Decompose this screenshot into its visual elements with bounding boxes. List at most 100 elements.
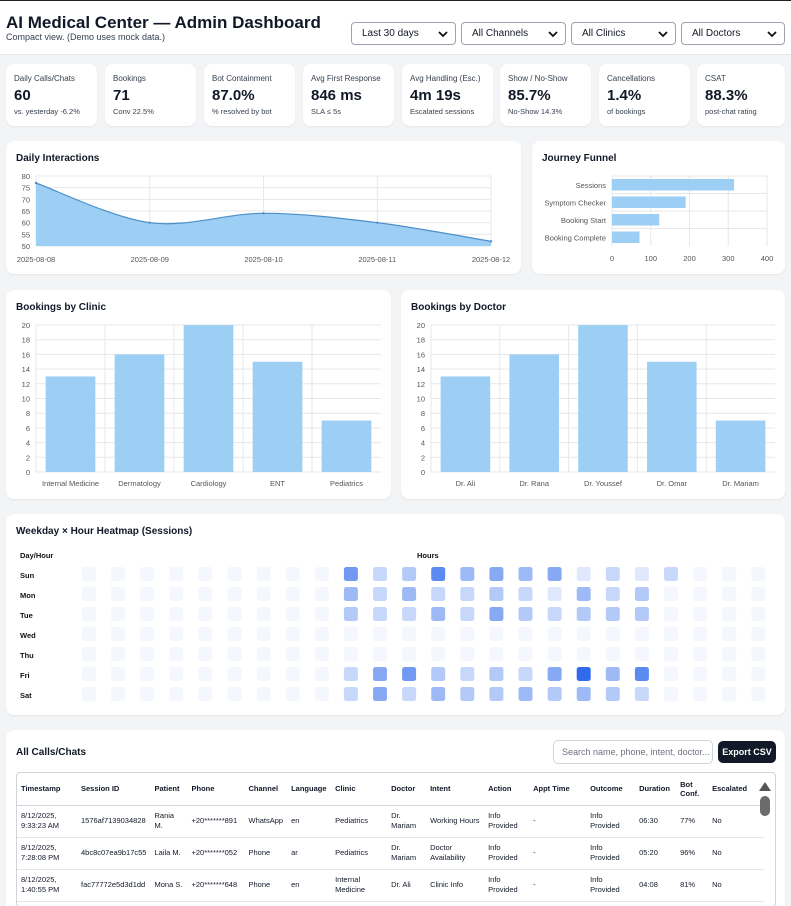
search-placeholder: Search name, phone, intent, doctor... [562,747,710,757]
funnel-bar [612,231,640,243]
kpi-label: Bookings [113,74,146,83]
chevron-down-icon [767,31,777,38]
table-cell: WhatsApp [244,805,288,838]
heatmap-cell [460,607,475,621]
column-header[interactable]: Timestamp [17,773,77,806]
heatmap-cell [111,587,126,601]
heatmap-cell [169,627,184,641]
heatmap-cell [402,627,417,641]
calls-table-container[interactable]: Timestamp Session ID Patient Phone Channel La… [16,772,776,906]
column-header[interactable]: Language [287,773,332,806]
kpi-label: Daily Calls/Chats [14,74,75,83]
heatmap-cell [140,647,155,661]
x-tick-label: Dr. Rana [519,479,549,488]
column-header[interactable]: Patient [150,773,188,806]
heatmap-cell [460,687,475,701]
column-header[interactable]: Clinic [331,773,388,806]
heatmap-cell [693,587,708,601]
heatmap-cell [518,567,533,581]
doctor-select[interactable]: All Doctors [681,22,785,45]
y-tick-label: 70 [22,195,30,204]
table-cell: 4bc8c07ea9b17c55 [77,837,151,870]
table-cell: Info [586,901,636,906]
channel-select[interactable]: All Channels [461,22,566,45]
table-cell: Mona S. [150,869,188,902]
search-input[interactable]: Search name, phone, intent, doctor... [553,740,713,764]
data-point [148,221,151,224]
heatmap-cell [431,647,446,661]
kpi-value: 88.3% [705,87,748,104]
column-header[interactable]: Duration [635,773,677,806]
column-header[interactable]: Intent [426,773,485,806]
table-row[interactable]: 8/12/2025, 7:28:08 PM 4bc8c07ea9b17c55 Lai… [17,837,765,870]
x-tick-label: Cardiology [191,479,227,488]
heatmap-cell [518,687,533,701]
scroll-thumb[interactable] [760,796,770,816]
table-cell: en [287,805,332,838]
heatmap-row-label: Mon [20,591,36,600]
heatmap-cell [111,627,126,641]
heatmap-cell [547,687,562,701]
funnel-bar [612,196,686,208]
heatmap-cell [518,647,533,661]
heatmap-cell [82,647,96,661]
date-range-select[interactable]: Last 30 days [351,22,456,45]
column-header[interactable]: Channel [244,773,288,806]
table-cell: 8/12/2025 [17,901,77,906]
table-cell: en [287,869,332,902]
heatmap-cell [285,627,300,641]
table-cell: Info Provided [586,805,636,838]
y-tick-label: 16 [22,350,30,359]
x-tick-label: Internal Medicine [42,479,99,488]
date-range-value: Last 30 days [362,28,419,39]
page-subtitle: Compact view. (Demo uses mock data.) [6,32,166,42]
table-cell: Internal Medicine [331,869,388,902]
column-header[interactable]: Action [484,773,530,806]
bar [114,354,165,472]
heatmap-cell [693,567,708,581]
table-cell: 05:20 [635,837,677,870]
kpi-card-csat: CSAT 88.3% post-chat rating [697,64,785,126]
heatmap-cell [343,587,358,601]
column-header[interactable]: Phone [187,773,245,806]
column-header[interactable]: Bot Conf. [676,773,709,806]
chevron-down-icon [548,31,558,38]
table-cell: 96% [676,837,709,870]
heatmap-col-header: Hours [417,551,439,560]
column-header[interactable]: Escalated [708,773,765,806]
table-cell: Dr. Mariam [387,837,427,870]
heatmap-cell [751,567,766,581]
table-scrollbar[interactable] [757,773,773,906]
clinic-select[interactable]: All Clinics [571,22,676,45]
column-header[interactable]: Session ID [77,773,151,806]
table-cell: 8/12/2025, 9:33:23 AM [17,805,77,838]
heatmap-cell [285,647,300,661]
heatmap-cell [82,567,96,581]
journey-funnel-chart: 0 100 200 300 400 Sessions Symptom Checker Book… [544,175,773,263]
table-cell: - [529,837,587,870]
heatmap-cell [169,687,184,701]
x-tick-label: Dr. Youssef [584,479,623,488]
table-row[interactable]: 8/12/2025KarimDr.BookInfoInfo [17,901,765,906]
y-tick-label: 20 [22,321,30,330]
bar [440,376,491,472]
column-header[interactable]: Outcome [586,773,636,806]
table-cell: No [708,869,765,902]
scroll-up-icon[interactable] [759,782,771,791]
table-row[interactable]: 8/12/2025, 1:40:55 PM fac77772e5d3d1dd Mon… [17,869,765,902]
export-csv-button[interactable]: Export CSV [718,741,776,763]
heatmap-row-label: Fri [20,671,30,680]
table-cell: +20*******891 [187,805,245,838]
x-tick-label: Dr. Omar [657,479,688,488]
heatmap-cell [82,607,96,621]
heatmap-cell [576,667,591,681]
table-cell [635,901,677,906]
kpi-card-bookings: Bookings 71 Conv 22.5% [105,64,196,126]
heatmap-cell [693,607,708,621]
data-point [34,181,38,185]
column-header[interactable]: Appt Time [529,773,587,806]
heatmap-cell [664,587,678,601]
column-header[interactable]: Doctor [387,773,427,806]
kpi-card-containment: Bot Containment 87.0% % resolved by bot [204,64,295,126]
table-row[interactable]: 8/12/2025, 9:33:23 AM 1576af7139034828 Ran… [17,805,765,838]
